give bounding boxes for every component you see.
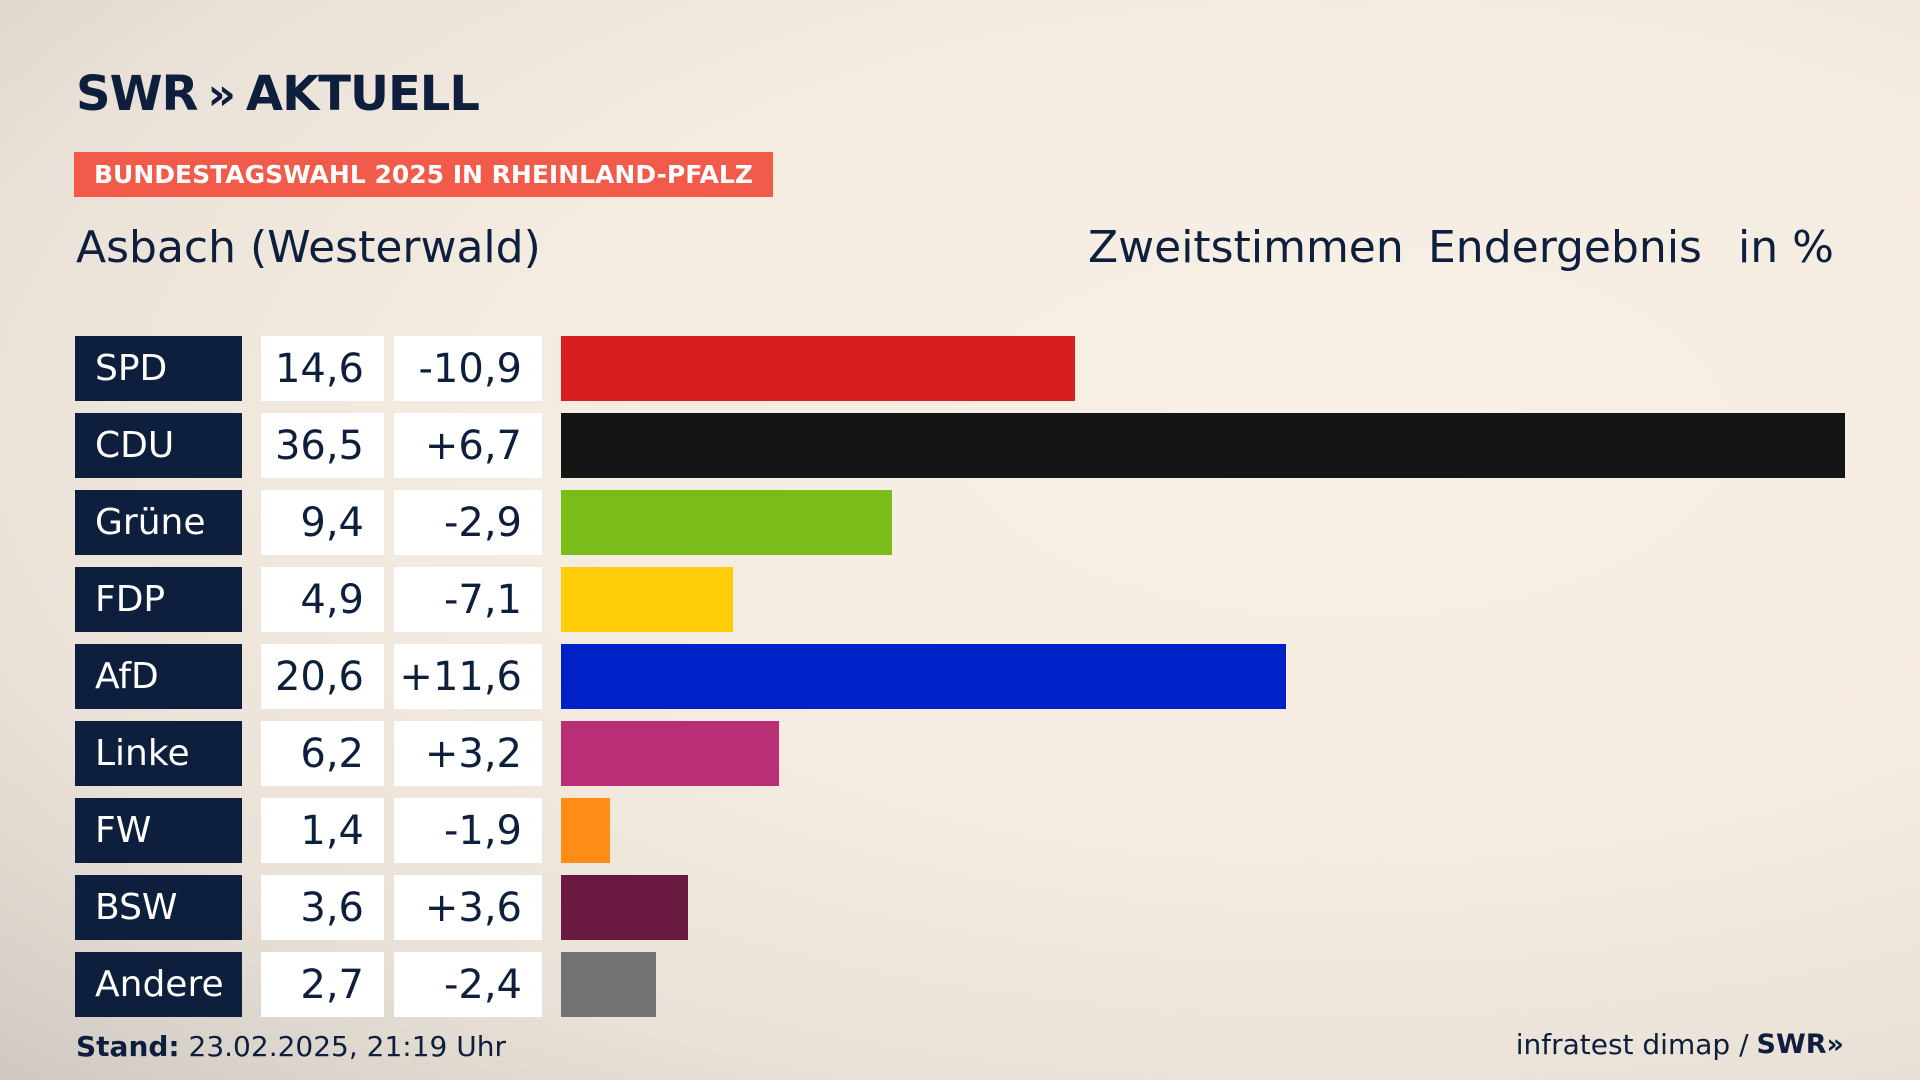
result-bar — [561, 413, 1845, 478]
result-row: Linke 6,2 +3,2 — [75, 721, 1845, 786]
change-value: -7,1 — [394, 567, 542, 632]
header-vote-type: Zweitstimmen — [1088, 222, 1404, 273]
result-row: BSW 3,6 +3,6 — [75, 875, 1845, 940]
logo-chevron-icon: » — [207, 68, 236, 120]
logo-aktuell-text: AKTUELL — [245, 66, 480, 122]
swr-aktuell-logo: SWR» AKTUELL — [76, 66, 480, 122]
vote-share-value: 20,6 — [261, 644, 384, 709]
change-value: -2,4 — [394, 952, 542, 1017]
result-row: Grüne 9,4 -2,9 — [75, 490, 1845, 555]
source-swr-logo: SWR» — [1757, 1029, 1844, 1060]
result-bar — [561, 490, 892, 555]
vote-share-value: 3,6 — [261, 875, 384, 940]
header-unit: in % — [1738, 222, 1834, 273]
change-value: +6,7 — [394, 413, 542, 478]
result-bar — [561, 875, 688, 940]
vote-share-value: 14,6 — [261, 336, 384, 401]
party-label: CDU — [75, 413, 242, 478]
timestamp: Stand: 23.02.2025, 21:19 Uhr — [76, 1030, 506, 1063]
result-row: AfD 20,6 +11,6 — [75, 644, 1845, 709]
source-swr-text: SWR — [1756, 1029, 1827, 1060]
result-bar — [561, 644, 1286, 709]
location-title: Asbach (Westerwald) — [76, 222, 541, 273]
timestamp-value: 23.02.2025, 21:19 Uhr — [188, 1030, 506, 1063]
party-label: Grüne — [75, 490, 242, 555]
vote-share-value: 36,5 — [261, 413, 384, 478]
timestamp-label: Stand: — [76, 1030, 180, 1063]
party-label: Andere — [75, 952, 242, 1017]
header-status: Endergebnis — [1428, 222, 1702, 273]
election-banner: BUNDESTAGSWAHL 2025 IN RHEINLAND-PFALZ — [74, 152, 773, 197]
result-bar — [561, 336, 1075, 401]
result-row: FW 1,4 -1,9 — [75, 798, 1845, 863]
source-text: infratest dimap / — [1515, 1028, 1749, 1061]
vote-share-value: 9,4 — [261, 490, 384, 555]
change-value: +3,2 — [394, 721, 542, 786]
result-row: Andere 2,7 -2,4 — [75, 952, 1845, 1017]
vote-share-value: 6,2 — [261, 721, 384, 786]
vote-share-value: 4,9 — [261, 567, 384, 632]
party-label: Linke — [75, 721, 242, 786]
change-value: +11,6 — [394, 644, 542, 709]
party-label: AfD — [75, 644, 242, 709]
source-credit: infratest dimap / SWR» — [1516, 1028, 1844, 1061]
party-label: BSW — [75, 875, 242, 940]
party-label: FDP — [75, 567, 242, 632]
result-row: CDU 36,5 +6,7 — [75, 413, 1845, 478]
change-value: +3,6 — [394, 875, 542, 940]
party-label: SPD — [75, 336, 242, 401]
logo-swr-text: SWR — [76, 66, 198, 122]
result-row: FDP 4,9 -7,1 — [75, 567, 1845, 632]
result-row: SPD 14,6 -10,9 — [75, 336, 1845, 401]
result-bar — [561, 567, 733, 632]
vote-share-value: 1,4 — [261, 798, 384, 863]
change-value: -10,9 — [394, 336, 542, 401]
party-label: FW — [75, 798, 242, 863]
vote-share-value: 2,7 — [261, 952, 384, 1017]
result-bar — [561, 952, 656, 1017]
result-bar — [561, 798, 610, 863]
change-value: -1,9 — [394, 798, 542, 863]
result-bar — [561, 721, 779, 786]
source-chevron-icon: » — [1826, 1029, 1844, 1060]
change-value: -2,9 — [394, 490, 542, 555]
